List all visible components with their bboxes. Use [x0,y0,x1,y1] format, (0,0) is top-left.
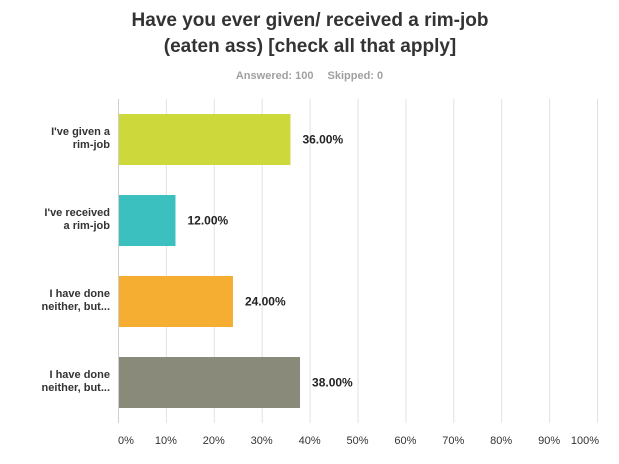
data-label: 36.00% [302,133,343,147]
bar [119,357,301,408]
bar [119,276,233,327]
x-tick-label: 40% [299,435,321,447]
category-label: neither, but... [42,382,110,394]
category-label: a rim-job [64,220,111,232]
chart-title-line-2: (eaten ass) [check all that apply] [163,36,457,57]
response-stats: Answered: 100 Skipped: 0 [0,70,619,82]
category-label: I have done [49,369,110,381]
category-label: I have done [49,288,110,300]
category-label: I've received [44,207,110,219]
x-tick-label: 90% [538,435,560,447]
data-label: 24.00% [245,295,286,309]
chart-title: Have you ever given/ received a rim-job … [60,8,560,60]
x-tick-label: 60% [394,435,416,447]
x-tick-label: 10% [155,435,177,447]
category-label: neither, but... [42,301,110,313]
bar [119,114,291,165]
x-tick-label: 0% [118,435,134,447]
x-tick-label: 100% [571,435,599,447]
bar [119,195,176,246]
chart-title-line-1: Have you ever given/ received a rim-job [131,10,489,31]
x-tick-label: 80% [490,435,512,447]
x-tick-label: 20% [203,435,225,447]
skipped-count: Skipped: 0 [327,70,384,82]
x-tick-label: 70% [442,435,464,447]
category-label: I've given a [51,126,111,138]
x-tick-label: 30% [251,435,273,447]
data-label: 38.00% [312,376,353,390]
data-label: 12.00% [187,214,228,228]
answered-count: Answered: 100 [235,70,314,82]
category-label: rim-job [73,139,111,151]
x-tick-label: 50% [346,435,368,447]
